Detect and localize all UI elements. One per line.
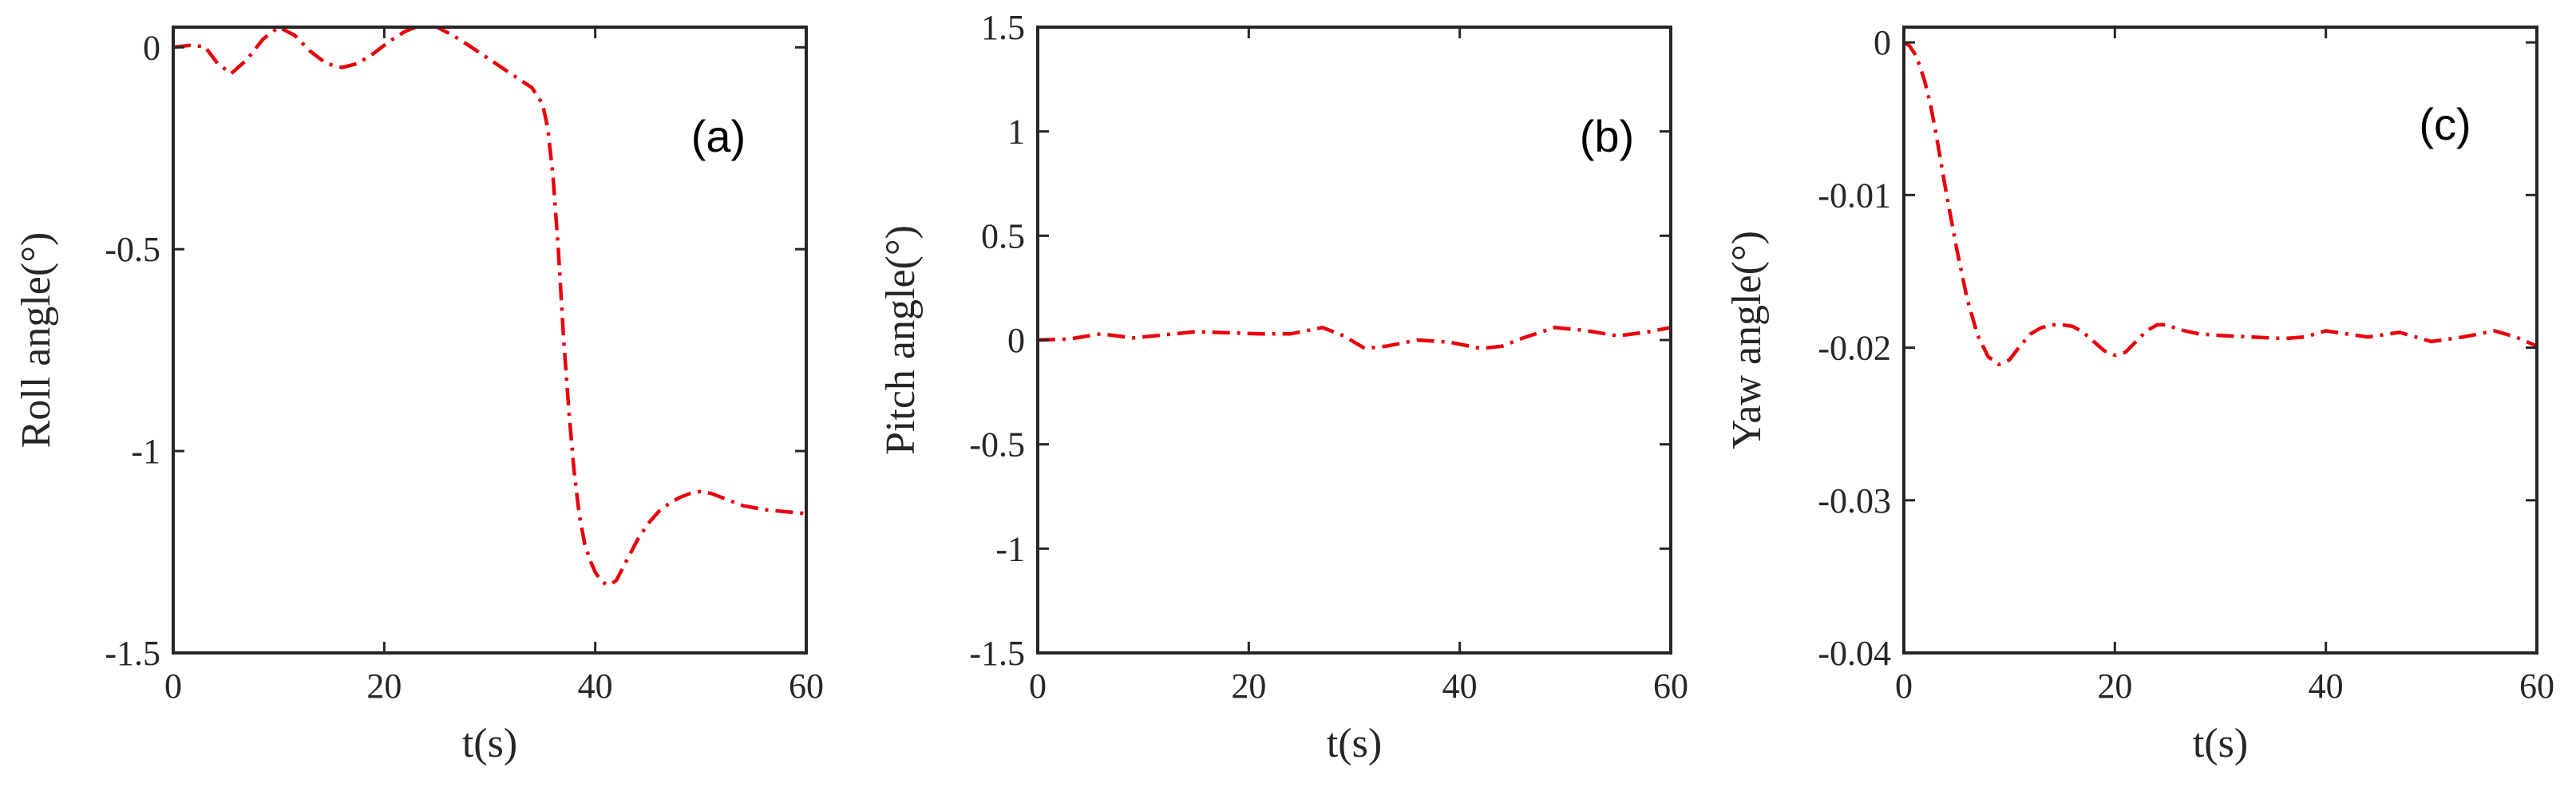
y-tick-label: -0.5 [969,425,1025,465]
axes-frame [1036,26,1672,655]
series-line-1 [1038,326,1671,350]
x-tick-label: 0 [1029,666,1047,706]
y-tick-label: -1 [995,529,1025,568]
x-tick-label: 40 [578,666,613,706]
y-tick-label: 0.5 [981,216,1025,255]
y-tick-label: -0.03 [1818,481,1891,520]
x-axis-label: t(s) [1327,721,1382,766]
x-tick-label: 20 [366,666,402,706]
y-tick-label: -1.5 [105,634,160,673]
x-axis-label: t(s) [462,721,517,766]
x-tick-label: 20 [2097,666,2132,706]
y-tick-label: -0.01 [1818,176,1891,215]
y-tick-label: -0.5 [105,230,160,269]
y-tick-label: 1 [1007,113,1025,152]
x-tick-label: 0 [164,666,182,706]
y-tick-label: 0 [143,28,160,67]
x-tick-label: 0 [1895,666,1913,706]
y-axis-label: Roll angle(°) [14,232,59,449]
y-tick-label: -1 [131,432,160,471]
panels: 0 20 40 60 -1.5 -1 -0.5 0 t(s) Roll angle(°) (a) 0 2… [14,8,2554,766]
axes-frame [1902,26,2538,655]
y-tick-label: 0 [1007,321,1025,360]
y-axis-label: Pitch angle(°) [878,225,924,455]
x-tick-label: 60 [1653,666,1688,706]
panel-label: (c) [2419,99,2471,149]
panel-b: 0 20 40 60 -1.5 -1 -0.5 0 0.5 1 1.5 t(s) Pitch angle… [878,8,1688,766]
y-tick-label: 0 [1874,23,1891,62]
x-tick-label: 40 [1442,666,1478,706]
panel-c: 0 20 40 60 -0.04 -0.03 -0.02 -0.01 0 t(s) Yaw angl… [1724,23,2554,766]
x-tick-label: 20 [1231,666,1266,706]
panel-label: (a) [691,111,746,161]
y-tick-label: -0.04 [1818,634,1891,673]
x-tick-label: 60 [2519,666,2554,706]
y-tick-label: -0.02 [1818,329,1891,368]
y-tick-label: 1.5 [981,8,1025,47]
axes-frame [172,26,808,655]
y-axis-label: Yaw angle(°) [1724,231,1770,449]
x-tick-label: 60 [789,666,824,706]
panel-label: (b) [1580,111,1634,161]
y-tick-label: -1.5 [969,634,1025,673]
x-axis-label: t(s) [2193,721,2248,766]
panel-a: 0 20 40 60 -1.5 -1 -0.5 0 t(s) Roll angle(°) (a) [14,26,824,766]
series-line-1 [173,27,806,587]
series-line-1 [1904,41,2537,366]
x-tick-label: 40 [2309,666,2344,706]
